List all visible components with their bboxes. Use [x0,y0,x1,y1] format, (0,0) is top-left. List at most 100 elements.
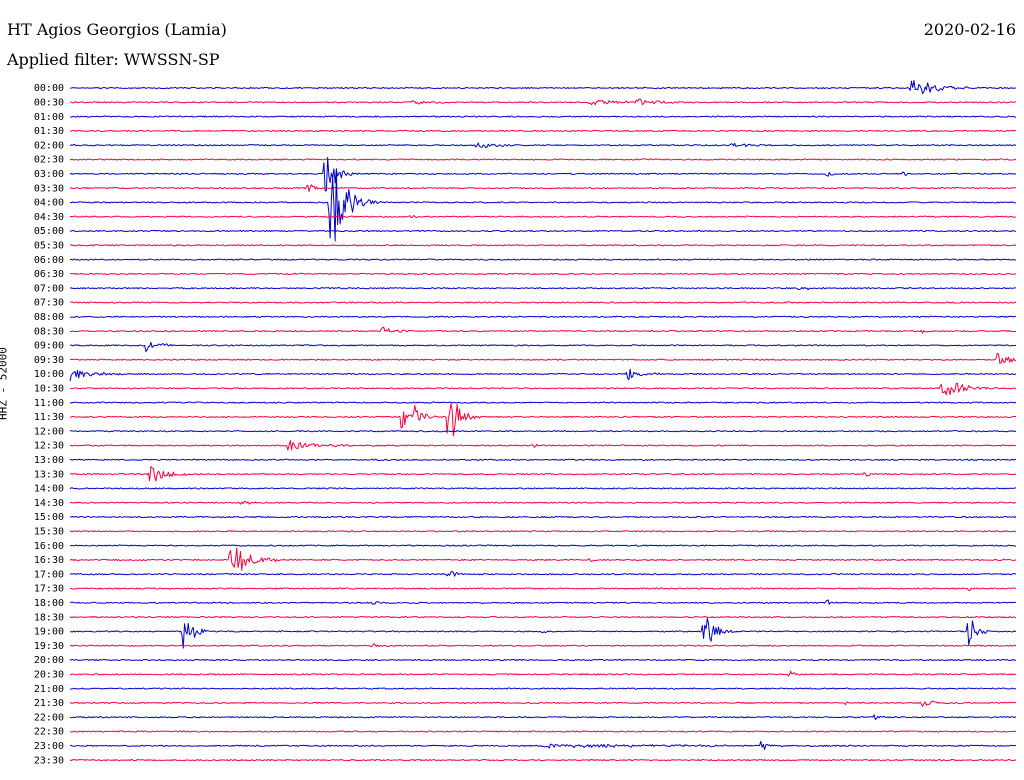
trace-row [69,515,1017,519]
time-label: 11:00 [34,398,64,409]
chart-date: 2020-02-16 [923,20,1016,39]
time-label: 14:00 [34,484,64,495]
time-label: 20:30 [34,670,64,681]
trace-row [69,430,1017,433]
trace-row [69,547,1017,571]
time-label: 22:30 [34,727,64,738]
time-label: 03:30 [34,183,64,194]
trace-row [69,465,1017,482]
time-label: 10:30 [34,384,64,395]
time-label: 04:00 [34,198,64,209]
time-label: 02:30 [34,155,64,166]
time-label: 23:30 [34,755,64,766]
time-label: 19:00 [34,627,64,638]
time-label: 22:00 [34,712,64,723]
trace-row [69,570,1016,577]
time-label: 12:00 [34,426,64,437]
trace-row [69,244,1017,247]
time-label: 13:30 [34,469,64,480]
trace-row [69,157,1017,192]
trace-row [69,184,1017,192]
time-label: 08:30 [34,326,64,337]
time-label: 01:00 [34,112,64,123]
trace-row [69,616,1017,619]
time-label: 08:00 [34,312,64,323]
time-label: 06:30 [34,269,64,280]
trace-row [69,168,1017,242]
trace-row [69,215,1017,219]
trace-row [69,759,1017,762]
filter-value: WWSSN-SP [123,50,220,69]
time-label: 11:30 [34,412,64,423]
trace-row [69,617,1017,649]
trace-row [69,500,1017,505]
trace-row [69,129,1017,132]
time-label: 16:00 [34,541,64,552]
time-label: 19:30 [34,641,64,652]
trace-row [69,401,1017,404]
chart-title: HT Agios Georgios (Lamia) [7,20,227,39]
trace-row [69,158,1017,161]
trace-row [69,530,1017,533]
time-label: 12:30 [34,441,64,452]
time-label: 21:00 [34,684,64,695]
trace-row [69,382,1017,396]
trace-row [69,368,1017,382]
trace-row [69,700,1017,707]
time-label: 00:30 [34,98,64,109]
trace-row [69,643,1017,648]
trace-row [69,658,1017,662]
time-label: 05:30 [34,241,64,252]
trace-row [69,80,1017,95]
trace-row [69,599,1017,605]
time-label: 15:30 [34,527,64,538]
trace-row [69,272,1017,275]
trace-row [69,352,1017,364]
time-label: 05:00 [34,226,64,237]
trace-row [69,98,1017,106]
trace-row [69,115,1017,118]
time-label: 03:00 [34,169,64,180]
trace-row [69,587,1017,591]
time-label: 15:00 [34,512,64,523]
trace-row [69,439,1017,451]
time-label: 10:00 [34,369,64,380]
time-label: 07:00 [34,283,64,294]
time-label: 20:00 [34,655,64,666]
time-label: 18:00 [34,598,64,609]
trace-row [69,301,1017,304]
time-label: 21:30 [34,698,64,709]
time-label: 09:30 [34,355,64,366]
time-label: 02:00 [34,140,64,151]
time-label: 18:30 [34,612,64,623]
trace-row [69,544,1017,547]
time-label: 04:30 [34,212,64,223]
trace-row [69,670,1017,677]
trace-row [69,286,1017,291]
time-label: 06:00 [34,255,64,266]
time-label: 17:30 [34,584,64,595]
time-label: 14:30 [34,498,64,509]
trace-row [69,730,1017,733]
trace-row [69,740,1017,751]
trace-row [69,687,1017,690]
trace-row [69,258,1017,261]
trace-row [69,326,1017,334]
time-label: 09:00 [34,341,64,352]
time-label: 13:00 [34,455,64,466]
time-label: 01:30 [34,126,64,137]
time-label: 00:00 [34,83,64,94]
filter-label: Applied filter: [7,50,119,69]
trace-row [69,142,1017,149]
trace-row [69,487,1017,490]
time-label: 23:00 [34,741,64,752]
trace-row [69,341,1017,353]
time-label: 17:00 [34,569,64,580]
trace-row [69,229,1017,233]
time-label: 16:30 [34,555,64,566]
trace-row [69,714,1017,720]
filter-info: Applied filter: WWSSN-SP [7,50,220,70]
trace-row [70,315,1017,318]
